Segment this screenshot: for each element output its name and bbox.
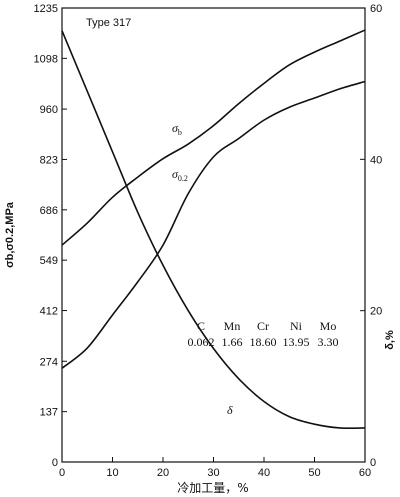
series-label-main: σ [172, 167, 179, 181]
y2-tick-label-3: 60 [370, 3, 382, 15]
series-label-sigma-b: σb [172, 121, 182, 137]
y-tick-label-9: 1235 [34, 3, 58, 15]
y-tick-label-3: 412 [40, 306, 58, 318]
series-label-sub: 0.2 [178, 174, 188, 183]
series-label-main: σ [172, 121, 179, 135]
composition-table: C Mn Cr Ni Mo 0.062 1.66 18.60 13.95 3.30 [188, 319, 339, 349]
y-tick-label-1: 137 [40, 407, 58, 419]
curves [61, 29, 366, 430]
composition-value-2: 18.60 [250, 335, 277, 349]
type-label: Type 317 [86, 17, 131, 29]
composition-value-0: 0.062 [188, 335, 215, 349]
composition-value-1: 1.66 [222, 335, 243, 349]
y-tick-label-0: 0 [52, 457, 58, 469]
series-label-delta: δ [227, 403, 233, 417]
y-tick-label-8: 1098 [34, 53, 58, 65]
composition-element-4: Mo [320, 319, 337, 333]
composition-element-2: Cr [257, 319, 269, 333]
y2-tick-label-0: 0 [370, 457, 376, 469]
y-tick-label-2: 274 [40, 356, 58, 368]
x-tick-label-6: 60 [359, 467, 371, 479]
series-line-delta [61, 30, 366, 430]
y2-axis-ticks: 0 20 40 60 [360, 3, 382, 469]
y-tick-label-5: 686 [40, 205, 58, 217]
x-tick-label-1: 10 [106, 467, 118, 479]
composition-element-1: Mn [224, 319, 241, 333]
x-tick-label-2: 20 [157, 467, 169, 479]
x-axis-ticks: 0 10 20 30 40 50 60 [59, 457, 371, 479]
composition-value-3: 13.95 [283, 335, 310, 349]
composition-value-4: 3.30 [318, 335, 339, 349]
y2-tick-label-2: 40 [370, 154, 382, 166]
x-tick-label-5: 50 [308, 467, 320, 479]
y-axis-label: σb,σ0.2,MPa [4, 201, 16, 268]
series-label-main: δ [227, 403, 233, 417]
y-tick-label-7: 960 [40, 104, 58, 116]
x-tick-label-3: 30 [207, 467, 219, 479]
x-tick-label-0: 0 [59, 467, 65, 479]
plot-frame [61, 7, 366, 463]
y2-axis-label: δ,% [384, 330, 396, 350]
x-tick-label-4: 40 [258, 467, 270, 479]
y-tick-label-6: 823 [40, 154, 58, 166]
composition-element-3: Ni [290, 319, 303, 333]
composition-element-0: C [197, 319, 205, 333]
y2-tick-label-1: 20 [370, 306, 382, 318]
y-axis-ticks: 0 137 274 412 549 686 823 960 1098 1235 [34, 3, 67, 469]
series-line-sigma-0-2 [61, 80, 366, 369]
x-axis-label: 冷加工量，% [177, 481, 248, 495]
series-line-sigma-b [61, 29, 366, 246]
y-tick-label-4: 549 [40, 255, 58, 267]
series-label-sub: b [178, 128, 182, 137]
series-label-sigma-0-2: σ0.2 [172, 167, 188, 183]
